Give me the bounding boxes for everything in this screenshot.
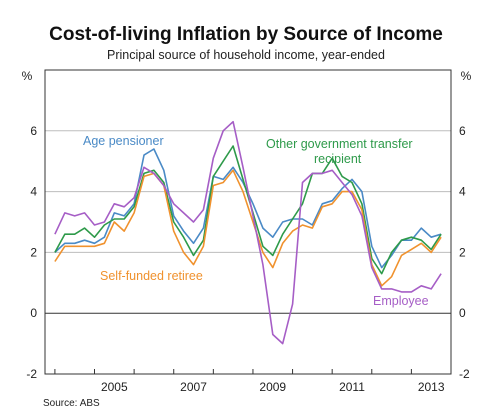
series-line-other-government-transfer-recipient xyxy=(54,145,442,275)
x-tick-label: 2007 xyxy=(180,380,207,394)
y-tick-labels: -2 -2 0 0 2 2 4 4 6 6 xyxy=(26,124,470,381)
y-tick-label-right: 2 xyxy=(459,245,466,259)
y-tick-label-left: 4 xyxy=(30,185,37,199)
y-unit-right: % xyxy=(461,69,472,83)
x-tick-label: 2005 xyxy=(101,380,128,394)
x-tick-label: 2013 xyxy=(418,380,445,394)
x-tick-label: 2009 xyxy=(259,380,286,394)
y-tick-label-right: -2 xyxy=(459,367,470,381)
label-employee: Employee xyxy=(373,294,429,308)
y-tick-label-right: 6 xyxy=(459,124,466,138)
series-lines xyxy=(54,120,442,345)
label-other-government-line2: recipient xyxy=(314,152,362,166)
chart-subtitle: Principal source of household income, ye… xyxy=(107,48,385,62)
y-unit-left: % xyxy=(22,69,33,83)
plot-frame xyxy=(44,69,452,375)
y-tick-label-right: 0 xyxy=(459,306,466,320)
chart-title: Cost-of-living Inflation by Source of In… xyxy=(49,24,443,45)
label-self-funded-retiree: Self-funded retiree xyxy=(100,269,203,283)
x-tick-label: 2011 xyxy=(339,380,365,394)
y-tick-label-left: -2 xyxy=(26,367,37,381)
label-age-pensioner: Age pensioner xyxy=(83,134,164,148)
series-line-employee xyxy=(54,120,442,345)
series-line-self-funded-retiree xyxy=(54,169,442,287)
y-tick-label-left: 2 xyxy=(30,245,37,259)
y-tick-label-left: 0 xyxy=(30,306,37,320)
x-tick-labels: 2005 2007 2009 2011 2013 xyxy=(54,369,452,394)
label-other-government-line1: Other government transfer xyxy=(266,137,413,151)
source-note: Source: ABS xyxy=(43,398,100,409)
y-tick-label-left: 6 xyxy=(30,124,37,138)
y-tick-label-right: 4 xyxy=(459,185,466,199)
grid xyxy=(45,130,451,314)
